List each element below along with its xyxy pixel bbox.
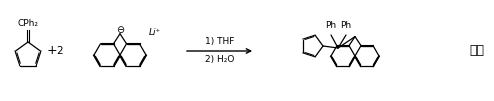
- Text: ⊖: ⊖: [116, 25, 124, 35]
- Text: Ph: Ph: [326, 21, 336, 30]
- Text: Li⁺: Li⁺: [149, 28, 161, 37]
- Text: 2) H₂O: 2) H₂O: [205, 55, 234, 64]
- Text: CPh₂: CPh₂: [17, 19, 39, 28]
- Text: 2: 2: [57, 46, 63, 56]
- Text: +: +: [47, 45, 57, 57]
- Text: Ph: Ph: [340, 21, 352, 30]
- Text: 配体: 配体: [469, 45, 485, 57]
- Text: 1) THF: 1) THF: [205, 37, 234, 46]
